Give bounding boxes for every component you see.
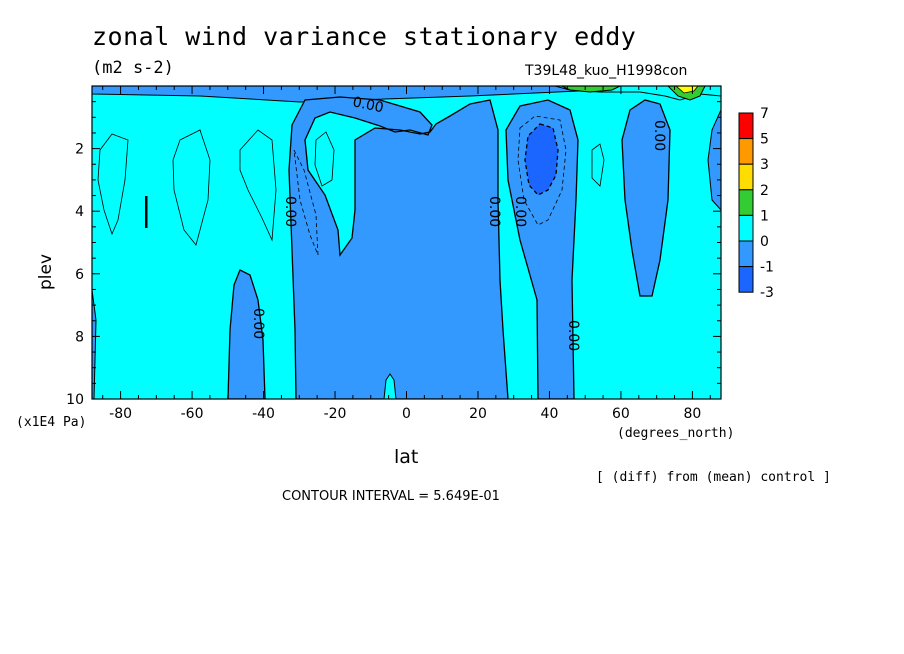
colorbar-swatch: [738, 163, 754, 191]
chart-units: (m2 s-2): [92, 58, 174, 78]
colorbar-swatch: [738, 112, 754, 140]
colorbar-swatch: [738, 266, 754, 293]
y-tick-label: 2: [75, 142, 84, 158]
colorbar-label: 0: [760, 234, 769, 250]
colorbar-label: -1: [760, 260, 774, 276]
contour-interval: CONTOUR INTERVAL = 5.649E-01: [282, 489, 500, 504]
y-tick-label: 6: [75, 267, 84, 283]
x-tick-label: -80: [109, 406, 132, 422]
field-minimum-core: [524, 123, 559, 196]
y-tick-labels: 2 4 6 8 10: [66, 142, 84, 408]
contour-labels: 0.00 0.00 0.00 0.00 0.00 0.00 0.00: [250, 94, 667, 351]
colorbar-swatch: [738, 214, 754, 242]
field-negative-central: [288, 96, 509, 399]
field-negative-equator-bump: [383, 373, 397, 399]
chart-title: zonal wind variance stationary eddy: [92, 22, 637, 51]
contour-label: 0.00: [250, 308, 266, 339]
x-tick-label: 80: [683, 406, 701, 422]
x-tick-label: 0: [402, 406, 411, 422]
contour-loop-dash: [293, 149, 319, 256]
field-negative-sh-midlat: [227, 269, 266, 399]
field-negative-nh-highlat: [621, 99, 671, 297]
y-tick-label: 10: [66, 392, 84, 408]
contour-label: 0.00: [651, 120, 667, 151]
contour-loop-2: [172, 129, 211, 246]
contour-loop-3: [239, 129, 277, 242]
colorbar-label: 5: [760, 132, 769, 148]
contour-label: 0.00: [565, 320, 581, 351]
contour-thin-spike: [145, 196, 148, 228]
colorbar-label: 3: [760, 157, 769, 173]
colorbar-label: 2: [760, 183, 769, 199]
x-tick-label: 20: [469, 406, 487, 422]
colorbar-label: -3: [760, 285, 774, 301]
axis-ticks: [92, 86, 721, 400]
x-tick-labels: -80 -60 -40 -20 0 20 40 60 80: [109, 406, 701, 422]
x-tick-label: -60: [181, 406, 204, 422]
contour-loop-1: [97, 133, 129, 236]
field-max-top-nh-2: [667, 86, 706, 101]
y-tick-label: 8: [75, 329, 84, 345]
contour-label: 0.00: [351, 94, 385, 116]
contour-label: 0.00: [512, 196, 528, 227]
contour-loop-dash-2: [517, 115, 567, 226]
colorbar: 7 5 3 2 1 0 -1 -3: [738, 106, 774, 301]
x-tick-label: -40: [252, 406, 275, 422]
x-tick-label: 60: [612, 406, 630, 422]
field-negative-nh-subtropics: [505, 99, 579, 399]
x-tick-label: -20: [324, 406, 347, 422]
x-tick-label: 40: [541, 406, 559, 422]
colorbar-swatch: [738, 138, 754, 165]
experiment-id: T39L48_kuo_H1998con: [525, 63, 688, 79]
colorbar-label: 1: [760, 208, 769, 224]
x-axis-units: (degrees_north): [617, 426, 735, 441]
colorbar-swatch: [738, 189, 754, 216]
y-tick-label: 4: [75, 204, 84, 220]
colorbar-swatch: [738, 240, 754, 268]
footnote: [ (diff) from (mean) control ]: [596, 470, 831, 485]
field-negative-pole-edge: [707, 109, 721, 211]
contour-loop-4: [314, 131, 335, 187]
contour-label: 0.00: [486, 196, 502, 227]
x-axis-label: lat: [394, 446, 419, 468]
field-max-top-nh: [561, 86, 621, 93]
field-negative-sh-pole-edge: [92, 289, 97, 399]
y-axis-units: (x1E4 Pa): [16, 415, 87, 430]
contour-fill-layer: [92, 86, 721, 399]
contour-label: 0.00: [282, 196, 298, 227]
colorbar-label: 7: [760, 106, 769, 122]
contour-loop-5: [591, 143, 605, 187]
